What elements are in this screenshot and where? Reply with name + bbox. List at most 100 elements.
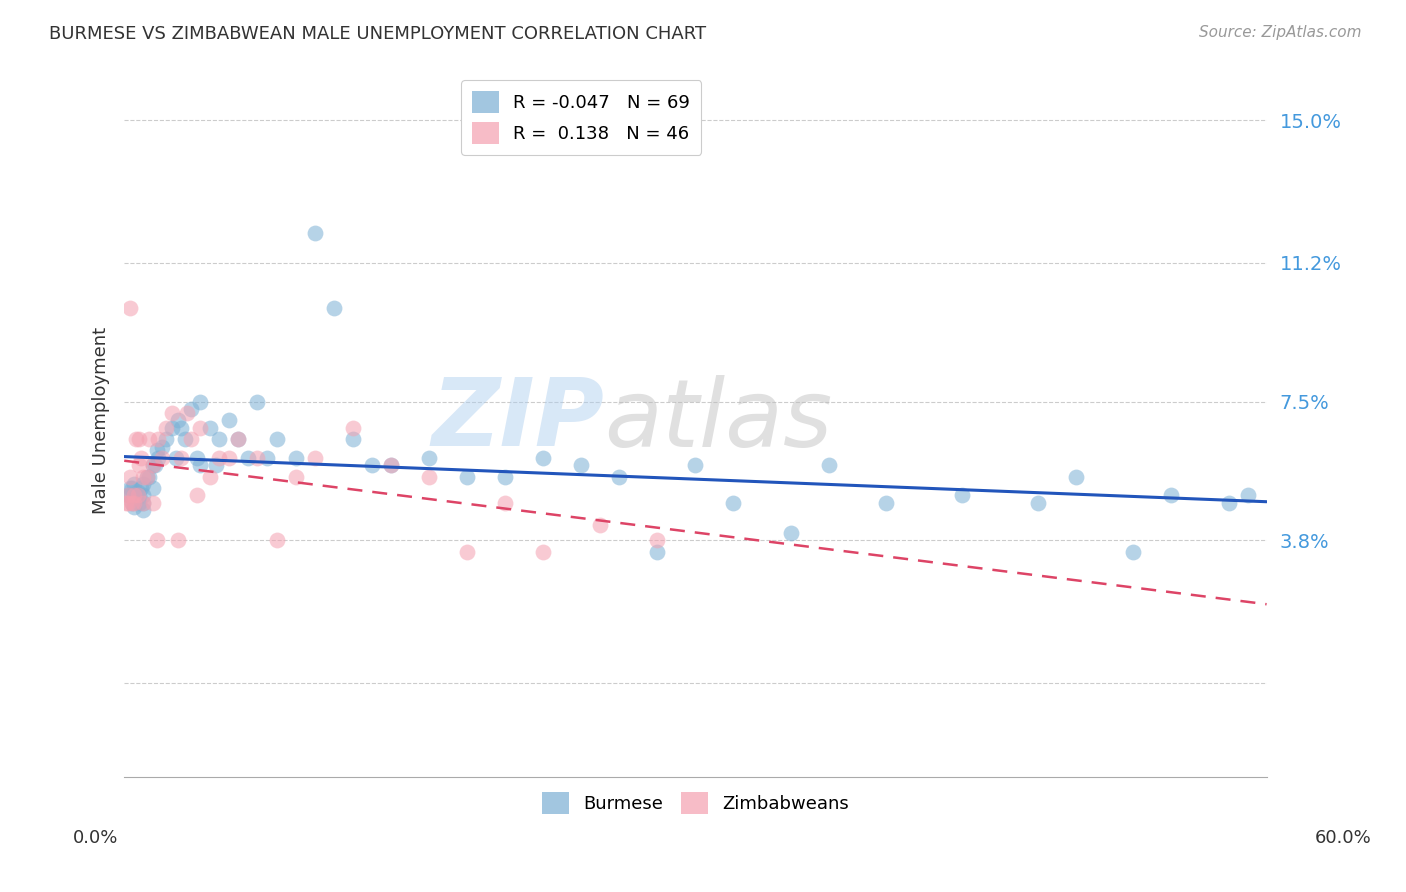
- Point: [246, 394, 269, 409]
- Point: [531, 450, 554, 465]
- Point: [122, 488, 145, 502]
- Point: [117, 488, 139, 502]
- Point: [148, 450, 170, 465]
- Point: [132, 488, 155, 502]
- Point: [165, 450, 187, 465]
- Point: [138, 432, 160, 446]
- Point: [142, 481, 165, 495]
- Text: Source: ZipAtlas.com: Source: ZipAtlas.com: [1198, 25, 1361, 40]
- Point: [132, 469, 155, 483]
- Point: [150, 450, 173, 465]
- Point: [121, 481, 143, 495]
- Point: [284, 469, 307, 483]
- Point: [170, 450, 193, 465]
- Point: [1122, 544, 1144, 558]
- Point: [198, 469, 221, 483]
- Point: [132, 477, 155, 491]
- Point: [208, 450, 231, 465]
- Point: [456, 469, 478, 483]
- Point: [380, 458, 402, 473]
- Point: [148, 432, 170, 446]
- Point: [122, 477, 145, 491]
- Point: [204, 458, 226, 473]
- Point: [418, 469, 440, 483]
- Point: [155, 432, 177, 446]
- Point: [118, 469, 141, 483]
- Point: [218, 413, 240, 427]
- Point: [118, 488, 141, 502]
- Point: [174, 432, 197, 446]
- Point: [136, 469, 159, 483]
- Point: [131, 481, 153, 495]
- Point: [117, 488, 139, 502]
- Point: [136, 469, 159, 483]
- Point: [131, 450, 153, 465]
- Point: [127, 484, 149, 499]
- Point: [180, 432, 202, 446]
- Point: [208, 432, 231, 446]
- Point: [121, 496, 143, 510]
- Point: [685, 458, 707, 473]
- Point: [723, 496, 745, 510]
- Point: [304, 450, 326, 465]
- Point: [256, 450, 278, 465]
- Point: [118, 481, 141, 495]
- Point: [360, 458, 382, 473]
- Point: [118, 301, 141, 315]
- Text: 60.0%: 60.0%: [1315, 829, 1371, 847]
- Point: [589, 518, 612, 533]
- Point: [128, 488, 150, 502]
- Point: [647, 544, 669, 558]
- Point: [128, 432, 150, 446]
- Legend: Burmese, Zimbabweans: Burmese, Zimbabweans: [534, 784, 856, 821]
- Text: atlas: atlas: [605, 375, 832, 466]
- Point: [180, 402, 202, 417]
- Point: [190, 458, 212, 473]
- Point: [494, 496, 516, 510]
- Point: [228, 432, 250, 446]
- Point: [531, 544, 554, 558]
- Point: [342, 421, 364, 435]
- Point: [607, 469, 630, 483]
- Y-axis label: Male Unemployment: Male Unemployment: [93, 326, 110, 514]
- Point: [817, 458, 839, 473]
- Point: [1236, 488, 1258, 502]
- Point: [124, 432, 146, 446]
- Point: [246, 450, 269, 465]
- Point: [418, 450, 440, 465]
- Point: [132, 496, 155, 510]
- Point: [186, 488, 208, 502]
- Point: [236, 450, 259, 465]
- Point: [266, 533, 288, 548]
- Point: [176, 406, 198, 420]
- Point: [284, 450, 307, 465]
- Point: [132, 496, 155, 510]
- Point: [266, 432, 288, 446]
- Point: [138, 469, 160, 483]
- Point: [124, 491, 146, 506]
- Point: [117, 496, 139, 510]
- Point: [122, 496, 145, 510]
- Point: [456, 544, 478, 558]
- Point: [142, 496, 165, 510]
- Point: [128, 496, 150, 510]
- Point: [1160, 488, 1182, 502]
- Text: 0.0%: 0.0%: [73, 829, 118, 847]
- Point: [380, 458, 402, 473]
- Point: [142, 458, 165, 473]
- Point: [121, 496, 143, 510]
- Point: [122, 500, 145, 514]
- Point: [160, 406, 183, 420]
- Point: [142, 458, 165, 473]
- Point: [198, 421, 221, 435]
- Point: [186, 450, 208, 465]
- Point: [342, 432, 364, 446]
- Point: [132, 503, 155, 517]
- Point: [322, 301, 344, 315]
- Point: [128, 458, 150, 473]
- Point: [190, 394, 212, 409]
- Point: [155, 421, 177, 435]
- Point: [1064, 469, 1087, 483]
- Point: [143, 458, 166, 473]
- Point: [160, 421, 183, 435]
